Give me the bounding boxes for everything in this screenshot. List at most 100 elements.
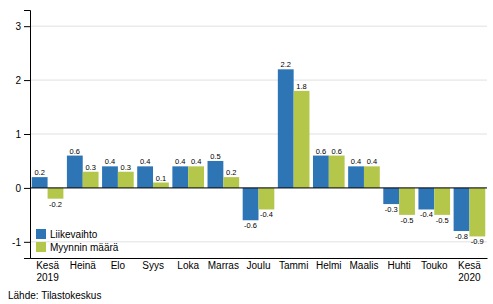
x-tick-label-line: Kesä [36, 260, 59, 271]
y-tick-mark [24, 134, 30, 135]
x-tick-label: Touko [421, 260, 448, 271]
x-tick-label: Helmi [316, 260, 342, 271]
y-tick-mark [24, 242, 30, 243]
bar [399, 188, 415, 215]
x-tick: Huhti [387, 260, 410, 271]
y-tick: 3 [15, 21, 30, 32]
x-tick: Maalis [350, 260, 379, 271]
y-tick-mark [24, 188, 30, 189]
x-tick: Loka [177, 260, 199, 271]
data-label: -0.5 [436, 216, 449, 225]
y-axis: -1 0 1 2 3 [12, 11, 30, 259]
data-label: 0.1 [156, 174, 166, 183]
x-tick: Touko [421, 260, 448, 271]
bar [383, 188, 399, 204]
x-tick: Joulu [247, 260, 271, 271]
bar [329, 156, 345, 188]
bars [32, 69, 485, 236]
x-tick-label: Tammi [279, 260, 308, 271]
x-tick: Marras [208, 260, 239, 271]
x-tick-label-line: Touko [421, 260, 448, 271]
x-tick-label-line: Maalis [350, 260, 379, 271]
data-label: 0.5 [210, 152, 220, 161]
bar [469, 188, 485, 237]
legend: LiikevaihtoMyynnin määrä [36, 229, 119, 253]
bar [454, 188, 470, 231]
x-axis: Kesä2019HeinäEloSyysLokaMarrasJouluTammi… [31, 259, 488, 283]
x-tick-label: Elo [111, 260, 126, 271]
data-label: -0.9 [471, 237, 484, 246]
x-tick-label: Syys [142, 260, 164, 271]
bar [313, 156, 329, 188]
x-tick-label-line: Marras [208, 260, 239, 271]
grid-line [30, 80, 487, 81]
bar [434, 188, 450, 215]
x-axis-line [31, 258, 488, 259]
data-label: -0.5 [401, 216, 414, 225]
chart: -10123Kesä2019HeinäEloSyysLokaMarrasJoul… [0, 0, 493, 304]
bar [364, 166, 380, 188]
grid-line [30, 134, 487, 135]
legend-item: Myynnin määrä [36, 242, 119, 253]
series [32, 69, 470, 231]
bar [259, 188, 275, 210]
x-tick: Elo [111, 260, 126, 271]
data-label: 0.6 [331, 147, 341, 156]
x-tick-label: Marras [208, 260, 239, 271]
x-tick-label-line: Huhti [387, 260, 410, 271]
bar [278, 69, 294, 188]
x-tick-label-line: Loka [177, 260, 199, 271]
data-labels: 0.20.60.40.40.40.5-0.62.20.60.4-0.3-0.4-… [34, 60, 483, 246]
x-tick-label-line: 2020 [458, 272, 481, 283]
data-label: -0.4 [260, 210, 273, 219]
x-tick: Kesä2020 [458, 260, 481, 283]
data-label: 0.4 [191, 157, 201, 166]
bar [172, 166, 188, 188]
data-label: 0.3 [121, 163, 131, 172]
data-label: 0.6 [316, 147, 326, 156]
bar [137, 166, 153, 188]
y-axis-line [24, 11, 31, 259]
series [48, 91, 486, 237]
x-tick-label-line: Joulu [247, 260, 271, 271]
y-tick-label: 1 [15, 129, 21, 140]
y-tick: -1 [12, 237, 30, 248]
legend-label: Myynnin määrä [50, 242, 119, 253]
grid [30, 26, 487, 242]
legend-swatch [36, 229, 46, 239]
bar [348, 166, 364, 188]
bar [418, 188, 434, 210]
x-tick-label-line: Syys [142, 260, 164, 271]
grid-line [30, 187, 487, 188]
y-tick-mark [24, 80, 30, 81]
data-label: -0.4 [420, 210, 433, 219]
bar [102, 166, 118, 188]
x-tick-label-line: 2019 [36, 272, 59, 283]
data-label: 2.2 [281, 60, 291, 69]
grid-line [30, 26, 487, 27]
plot: -10123Kesä2019HeinäEloSyysLokaMarrasJoul… [12, 11, 487, 283]
x-tick: Heinä [70, 260, 97, 271]
x-tick: Tammi [279, 260, 308, 271]
x-tick-label: Kesä2019 [36, 260, 59, 283]
bar [208, 161, 224, 188]
bar [83, 172, 99, 188]
bar [67, 156, 83, 188]
bar [223, 177, 239, 188]
zero-line [30, 187, 487, 188]
bar [118, 172, 134, 188]
y-tick-label: -1 [12, 237, 21, 248]
x-tick-label-line: Kesä [458, 260, 481, 271]
data-label: 0.4 [367, 157, 377, 166]
x-tick-label-line: Heinä [70, 260, 97, 271]
y-tick: 2 [15, 75, 30, 86]
x-tick-label: Maalis [350, 260, 379, 271]
bar [294, 91, 310, 188]
data-label: 0.6 [70, 147, 80, 156]
data-label: 0.4 [175, 157, 185, 166]
y-tick-label: 0 [15, 183, 21, 194]
source: Lähde: Tilastokeskus [8, 290, 101, 301]
legend-swatch [36, 242, 46, 252]
y-tick: 0 [15, 183, 30, 194]
x-tick: Kesä2019 [36, 260, 59, 283]
